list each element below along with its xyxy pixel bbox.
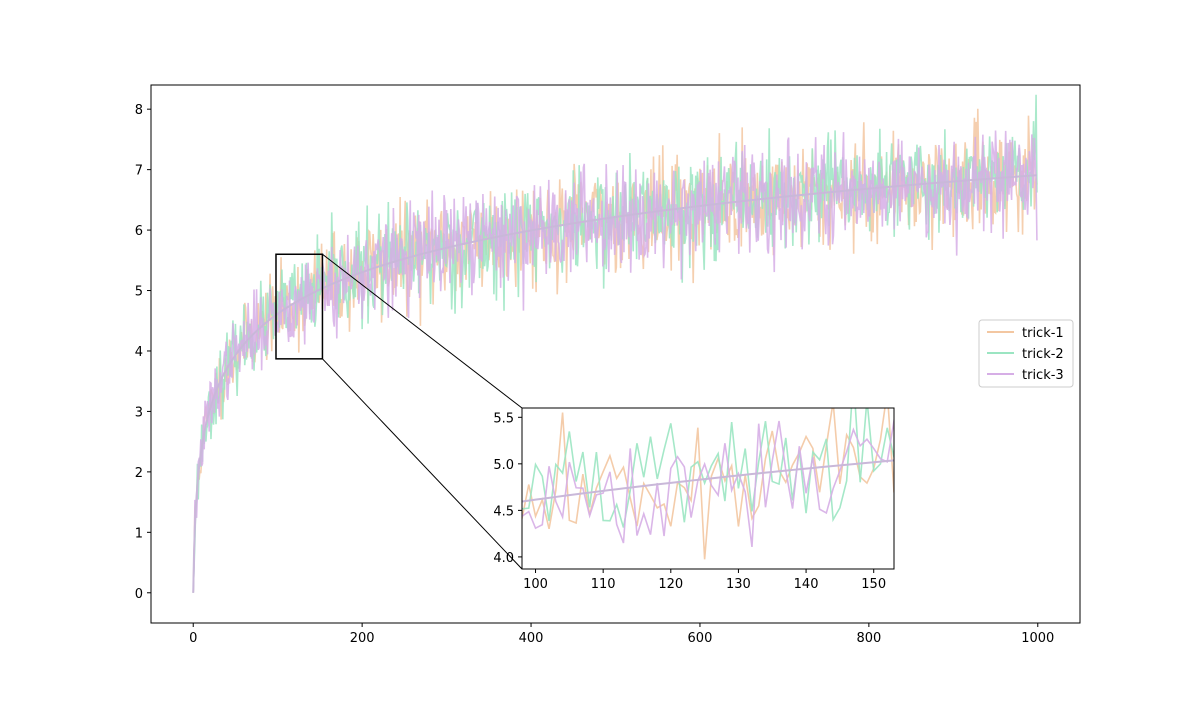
x-tick-label: 400 <box>519 631 544 646</box>
x-tick-label: 130 <box>726 577 751 592</box>
y-tick-label: 6 <box>135 224 143 239</box>
x-tick-label: 100 <box>523 577 548 592</box>
y-tick-label: 4 <box>135 345 143 360</box>
legend-entry-trick-1: trick-1 <box>987 326 1064 341</box>
trend-line <box>522 459 894 503</box>
legend-entry-trick-2: trick-2 <box>987 347 1064 362</box>
x-tick-label: 0 <box>189 631 197 646</box>
zoom-connectors <box>275 253 523 570</box>
x-tick-label: 600 <box>688 631 713 646</box>
inset-y-axis: 4.0 4.5 5.0 5.5 <box>493 411 522 566</box>
legend-box <box>978 319 1074 388</box>
main-plot-frame <box>150 84 1081 624</box>
x-tick-label: 800 <box>856 631 881 646</box>
series-line-trick-3 <box>522 419 894 548</box>
x-tick-label: 200 <box>350 631 375 646</box>
inset-series-group <box>522 408 894 560</box>
inset-background <box>522 408 894 569</box>
x-tick-label: 140 <box>794 577 819 592</box>
x-tick-label: 120 <box>658 577 683 592</box>
x-tick-label: 1000 <box>1021 631 1054 646</box>
zoom-region-box <box>275 253 324 360</box>
y-tick-label: 4.0 <box>493 551 514 566</box>
y-tick-label: 1 <box>135 526 143 541</box>
series-line-trick-2 <box>192 94 1038 593</box>
legend-entry-trick-3: trick-3 <box>987 368 1064 383</box>
y-tick-label: 5.0 <box>493 458 514 473</box>
y-tick-label: 3 <box>135 405 143 420</box>
legend-label-trick-1: trick-1 <box>1022 326 1064 341</box>
y-tick-label: 7 <box>135 164 143 179</box>
zoom-connector-bottom <box>322 358 523 570</box>
legend-label-trick-2: trick-2 <box>1022 347 1064 362</box>
y-tick-label: 5.5 <box>493 411 514 426</box>
trend-line <box>192 174 1038 593</box>
y-tick-label: 5 <box>135 285 143 300</box>
zoom-connector-top <box>322 253 523 409</box>
inset-axes: 100 110 120 130 140 150 4.0 4.5 5.0 5.5 <box>493 407 895 592</box>
y-tick-label: 0 <box>135 587 143 602</box>
main-y-axis: 0 1 2 3 4 5 6 7 8 <box>135 103 151 602</box>
inset-frame <box>521 407 895 570</box>
series-line-trick-1 <box>522 408 894 560</box>
legend-label-trick-3: trick-3 <box>1022 368 1064 383</box>
legend: trick-1 trick-2 trick-3 <box>978 319 1074 388</box>
x-tick-label: 150 <box>861 577 886 592</box>
inset-x-axis: 100 110 120 130 140 150 <box>523 569 886 592</box>
series-line-trick-3 <box>192 130 1038 593</box>
main-x-axis: 0 200 400 600 800 1000 <box>189 623 1054 646</box>
y-tick-label: 8 <box>135 103 143 118</box>
main-series-group <box>192 94 1038 593</box>
y-tick-label: 2 <box>135 466 143 481</box>
x-tick-label: 110 <box>591 577 616 592</box>
y-tick-label: 4.5 <box>493 504 514 519</box>
